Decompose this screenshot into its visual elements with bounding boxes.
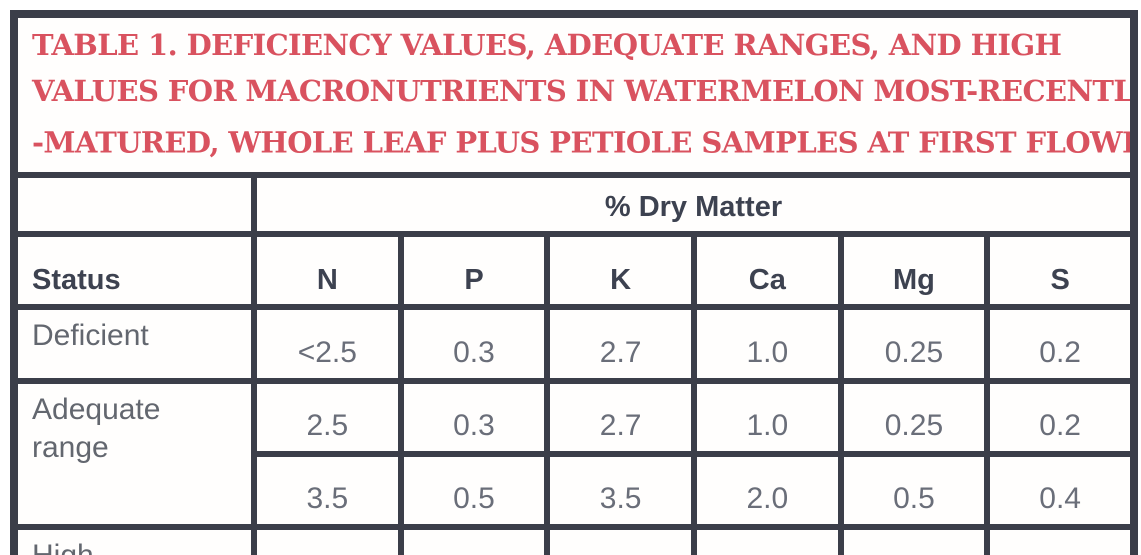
value-cell: <2.5 bbox=[251, 303, 404, 384]
col-header-ca: Ca bbox=[690, 230, 844, 310]
value-cell: 1.0 bbox=[690, 303, 844, 384]
value-cell: 2.0 bbox=[690, 523, 844, 555]
value-cell: 0.25 bbox=[837, 377, 991, 457]
value-cell: 0.5 bbox=[837, 523, 991, 555]
value-cell: 0.2 bbox=[984, 303, 1137, 384]
col-header-n: N bbox=[251, 230, 404, 310]
value-cell: 2.7 bbox=[544, 303, 697, 384]
value-cell: 0.2 bbox=[984, 377, 1137, 457]
title-line-3-text: -MATURED, WHOLE LEAF PLUS PETIOLE SAMPLE… bbox=[32, 125, 1134, 160]
value-cell: 0.3 bbox=[397, 377, 551, 457]
nutrient-table: TABLE 1. DEFICIENCY VALUES, ADEQUATE RAN… bbox=[10, 10, 1138, 555]
title-line-1: TABLE 1. DEFICIENCY VALUES, ADEQUATE RAN… bbox=[32, 28, 1062, 62]
value-cell: 0.5 bbox=[837, 450, 991, 530]
value-cell: 0.3 bbox=[397, 303, 551, 384]
title-line-3: -MATURED, WHOLE LEAF PLUS PETIOLE SAMPLE… bbox=[32, 114, 1128, 166]
title-row: TABLE 1. DEFICIENCY VALUES, ADEQUATE RAN… bbox=[11, 11, 1137, 178]
col-header-s: S bbox=[984, 230, 1137, 310]
empty-corner-cell bbox=[11, 171, 257, 237]
status-cell-deficient: Deficient bbox=[11, 303, 257, 384]
title-line-2: VALUES FOR MACRONUTRIENTS IN WATERMELON … bbox=[32, 74, 1134, 108]
col-header-p: P bbox=[397, 230, 551, 310]
status-column-header: Status bbox=[11, 230, 257, 310]
value-cell: 0.4 bbox=[984, 523, 1137, 555]
dry-matter-header: % Dry Matter bbox=[251, 171, 1137, 237]
value-cell: 0.4 bbox=[984, 450, 1137, 530]
value-cell: 2.5 bbox=[251, 377, 404, 457]
value-cell: 3.5 bbox=[544, 450, 697, 530]
adequate-range-high-row: 3.5 0.5 3.5 2.0 0.5 0.4 bbox=[14, 450, 1137, 530]
status-cell-adequate-range: Adequate range bbox=[11, 377, 257, 530]
high-row: High >3.5 0.5 3.5 2.0 0.5 0.4 bbox=[11, 523, 1137, 555]
table-title: TABLE 1. DEFICIENCY VALUES, ADEQUATE RAN… bbox=[11, 11, 1137, 178]
column-header-row: Status N P K Ca Mg S bbox=[11, 230, 1137, 310]
value-cell: 2.0 bbox=[690, 450, 844, 530]
value-cell: 3.5 bbox=[544, 523, 697, 555]
adequate-range-low-row: Adequate range 2.5 0.3 2.7 1.0 0.25 0.2 bbox=[11, 377, 1137, 530]
col-header-k: K bbox=[544, 230, 697, 310]
unit-header-row: % Dry Matter bbox=[11, 171, 1137, 237]
value-cell: 2.7 bbox=[544, 377, 697, 457]
value-cell: 0.25 bbox=[837, 303, 991, 384]
value-cell: 0.5 bbox=[397, 450, 551, 530]
value-cell: 1.0 bbox=[690, 377, 844, 457]
value-cell: 0.5 bbox=[397, 523, 551, 555]
status-cell-high: High bbox=[11, 523, 257, 555]
value-cell: 3.5 bbox=[251, 450, 404, 530]
adequate-range-label: Adequate range bbox=[32, 392, 161, 464]
value-cell: >3.5 bbox=[251, 523, 404, 555]
deficient-row: Deficient <2.5 0.3 2.7 1.0 0.25 0.2 bbox=[11, 303, 1137, 384]
col-header-mg: Mg bbox=[837, 230, 991, 310]
